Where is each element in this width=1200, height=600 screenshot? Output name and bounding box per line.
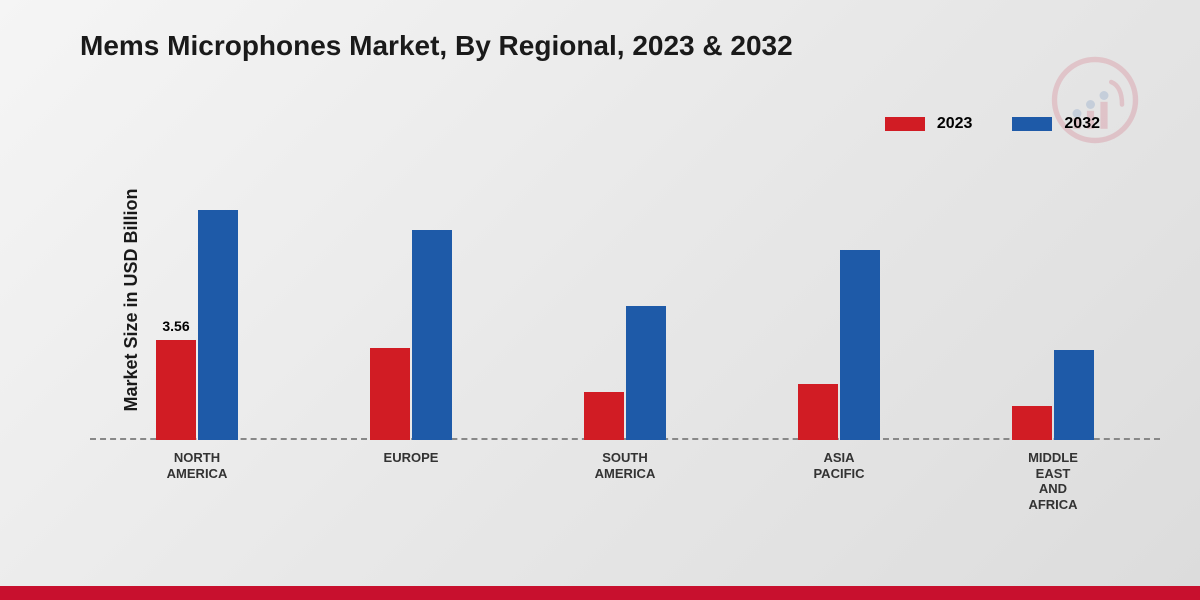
category-label: SOUTH AMERICA [595,450,656,481]
legend-item-2023: 2023 [885,115,973,133]
bar-2032 [840,250,880,440]
bar-2023 [584,392,624,440]
bars [1012,350,1094,440]
bar-2023 [370,348,410,440]
legend-swatch-2032 [1012,117,1052,131]
bar-group: SOUTH AMERICA [550,160,700,510]
bar-value-label: 3.56 [162,318,189,334]
category-label: NORTH AMERICA [167,450,228,481]
bar-2032 [412,230,452,440]
chart-title: Mems Microphones Market, By Regional, 20… [80,30,793,62]
bars [798,250,880,440]
legend-label-2023: 2023 [937,115,973,133]
bar-2023 [1012,406,1052,440]
legend-item-2032: 2032 [1012,115,1100,133]
bar-2032 [626,306,666,440]
bars: 3.56 [156,210,238,440]
bar-group: EUROPE [336,160,486,510]
footer-bar [0,586,1200,600]
bar-2023 [798,384,838,440]
bar-2032 [1054,350,1094,440]
bar-group: MIDDLE EAST AND AFRICA [978,160,1128,510]
bars [584,306,666,440]
category-label: MIDDLE EAST AND AFRICA [1028,450,1078,512]
category-label: ASIA PACIFIC [813,450,864,481]
bar-2023: 3.56 [156,340,196,440]
legend: 2023 2032 [885,115,1100,133]
legend-swatch-2023 [885,117,925,131]
bar-group: 3.56 NORTH AMERICA [122,160,272,510]
bar-group: ASIA PACIFIC [764,160,914,510]
bar-groups: 3.56 NORTH AMERICA EUROPE SOUTH AMERICA ASIA… [90,160,1160,510]
bars [370,230,452,440]
chart-area: 3.56 NORTH AMERICA EUROPE SOUTH AMERICA ASIA… [90,160,1160,510]
legend-label-2032: 2032 [1064,115,1100,133]
category-label: EUROPE [384,450,439,466]
bar-2032 [198,210,238,440]
